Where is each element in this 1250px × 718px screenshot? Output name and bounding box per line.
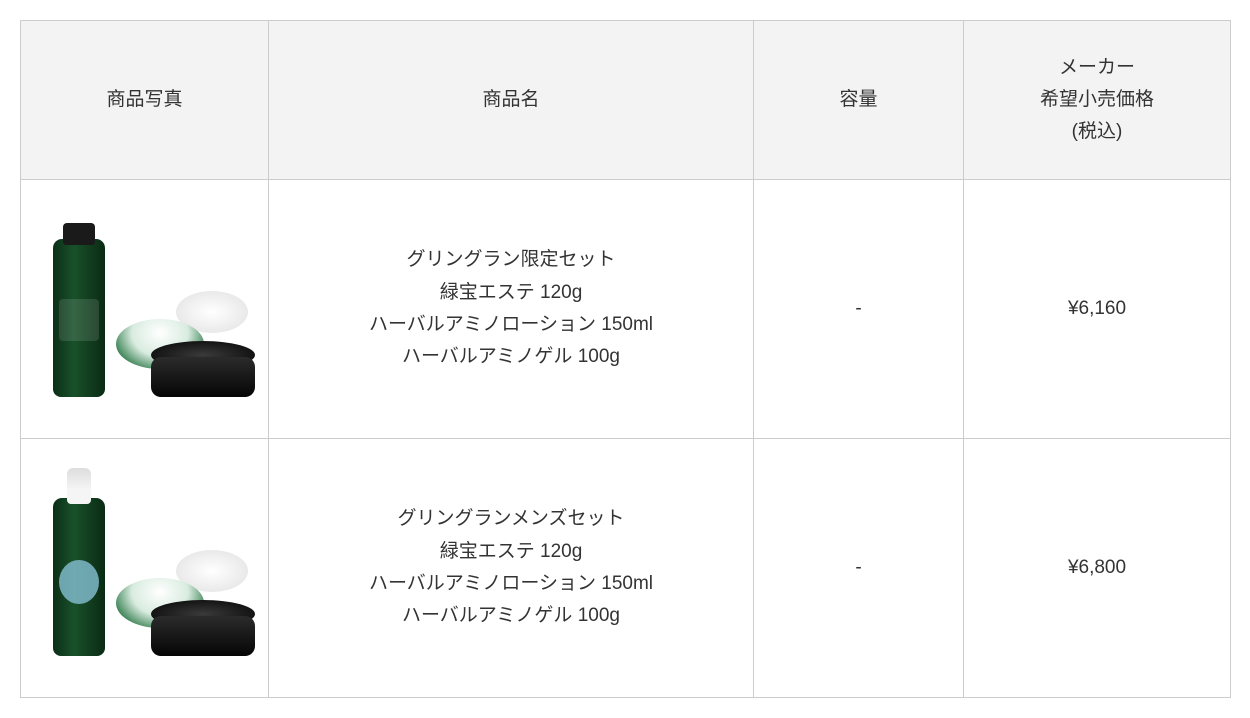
spray-bottle-icon bbox=[53, 498, 105, 656]
black-jar-icon bbox=[151, 341, 255, 397]
product-name-line: ハーバルアミノローション 150ml bbox=[279, 568, 743, 600]
product-price-cell: ¥6,160 bbox=[964, 180, 1231, 439]
col-header-volume: 容量 bbox=[754, 21, 964, 180]
product-name-line: 緑宝エステ 120g bbox=[279, 277, 743, 309]
product-name-line: ハーバルアミノゲル 100g bbox=[279, 341, 743, 373]
product-photo-cell bbox=[21, 439, 269, 698]
product-name-line: ハーバルアミノローション 150ml bbox=[279, 309, 743, 341]
black-jar-icon bbox=[151, 600, 255, 656]
pump-bottle-icon bbox=[53, 239, 105, 397]
table-row: グリングランメンズセット 緑宝エステ 120g ハーバルアミノローション 150… bbox=[21, 439, 1231, 698]
product-photo-cell bbox=[21, 180, 269, 439]
table-header-row: 商品写真 商品名 容量 メーカー希望小売価格(税込) bbox=[21, 21, 1231, 180]
product-price-cell: ¥6,800 bbox=[964, 439, 1231, 698]
col-header-price: メーカー希望小売価格(税込) bbox=[964, 21, 1231, 180]
table-row: グリングラン限定セット 緑宝エステ 120g ハーバルアミノローション 150m… bbox=[21, 180, 1231, 439]
product-photo bbox=[31, 222, 258, 397]
product-table: 商品写真 商品名 容量 メーカー希望小売価格(税込) グリングラン限定セット 緑… bbox=[20, 20, 1231, 698]
product-name-line: 緑宝エステ 120g bbox=[279, 536, 743, 568]
col-header-photo: 商品写真 bbox=[21, 21, 269, 180]
product-name-line: グリングラン限定セット bbox=[279, 244, 743, 276]
product-name-line: グリングランメンズセット bbox=[279, 503, 743, 535]
product-name-cell: グリングラン限定セット 緑宝エステ 120g ハーバルアミノローション 150m… bbox=[269, 180, 754, 439]
col-header-name: 商品名 bbox=[269, 21, 754, 180]
product-photo bbox=[31, 481, 258, 656]
product-volume-cell: - bbox=[754, 439, 964, 698]
product-name-line: ハーバルアミノゲル 100g bbox=[279, 600, 743, 632]
product-name-cell: グリングランメンズセット 緑宝エステ 120g ハーバルアミノローション 150… bbox=[269, 439, 754, 698]
product-volume-cell: - bbox=[754, 180, 964, 439]
